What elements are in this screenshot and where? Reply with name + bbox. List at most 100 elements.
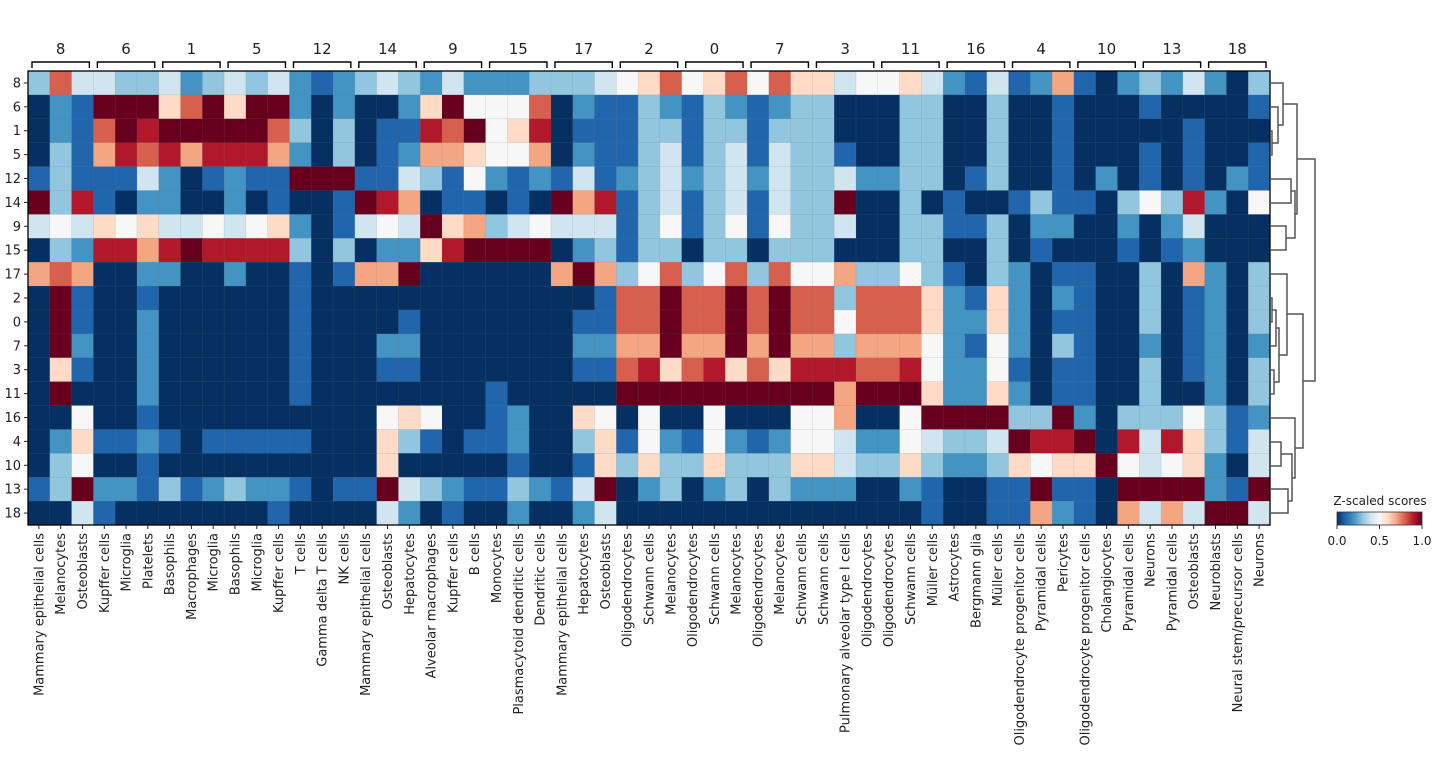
heatmap-cell — [942, 381, 966, 407]
heatmap-cell — [507, 261, 530, 287]
column-label: Osteoblasts — [599, 533, 614, 610]
heatmap-cell — [332, 261, 356, 287]
heatmap-cell — [594, 476, 617, 502]
heatmap-cell — [790, 285, 813, 311]
heatmap-cell — [1247, 214, 1271, 239]
heatmap-cell — [790, 476, 813, 502]
heatmap-cell — [136, 94, 160, 120]
heatmap-cell — [27, 309, 51, 335]
heatmap-cell — [703, 190, 726, 215]
heatmap-cell — [1182, 166, 1206, 192]
heatmap-cell — [49, 476, 73, 502]
column-label: Osteoblasts — [1187, 533, 1202, 610]
heatmap-cell — [877, 453, 901, 478]
heatmap-cell — [376, 142, 399, 168]
heatmap-cell — [899, 500, 922, 526]
heatmap-cell — [746, 453, 770, 478]
column-label: Schwann cells — [904, 533, 919, 625]
column-label: Cholangiocytes — [1100, 533, 1115, 633]
heatmap-cell — [441, 476, 465, 502]
heatmap-cell — [659, 453, 683, 478]
heatmap-cell — [637, 405, 661, 430]
heatmap-cell — [768, 261, 792, 287]
heatmap-cell — [659, 429, 683, 454]
heatmap-cell — [93, 94, 116, 120]
heatmap-cell — [637, 94, 661, 120]
heatmap-cell — [594, 166, 617, 192]
heatmap-cell — [964, 190, 988, 215]
heatmap-cell — [136, 381, 160, 407]
heatmap-cell — [528, 94, 552, 120]
column-label: Osteoblasts — [381, 533, 396, 610]
heatmap-cell — [463, 500, 487, 526]
heatmap-cell — [746, 309, 770, 335]
heatmap-cell — [398, 285, 421, 311]
heatmap-cell — [768, 476, 792, 502]
heatmap-cell — [223, 429, 247, 454]
group-bracket — [1142, 61, 1202, 68]
heatmap-cell — [1226, 94, 1249, 120]
heatmap-cell — [289, 261, 312, 287]
heatmap-cell — [332, 500, 356, 526]
heatmap-cell — [616, 357, 639, 383]
row-label: 10 — [4, 459, 21, 474]
heatmap-cell — [223, 381, 247, 407]
heatmap-cell — [768, 453, 792, 478]
heatmap-cell — [136, 453, 160, 478]
heatmap-cell — [768, 285, 792, 311]
heatmap-cell — [1160, 94, 1184, 120]
heatmap-cell — [93, 70, 116, 96]
heatmap-cell — [921, 476, 944, 502]
heatmap-cell — [507, 70, 530, 96]
heatmap-cell — [790, 118, 813, 144]
heatmap-cell — [528, 190, 552, 215]
heatmap-cell — [376, 214, 399, 239]
heatmap-cell — [594, 214, 617, 239]
heatmap-cell — [746, 429, 770, 454]
heatmap-cell — [289, 405, 312, 430]
heatmap-cell — [49, 166, 73, 192]
heatmap-cell — [71, 429, 94, 454]
heatmap-cell — [1117, 142, 1140, 168]
column-label: Neurons — [1253, 533, 1268, 587]
column-label: Macrophages — [185, 533, 200, 620]
heatmap-cell — [1030, 238, 1053, 263]
heatmap-cell — [768, 357, 792, 383]
heatmap-cell — [1117, 453, 1140, 478]
heatmap-cell — [1051, 405, 1075, 430]
heatmap-cell — [964, 261, 988, 287]
heatmap-cell — [725, 381, 748, 407]
heatmap-cell — [1008, 333, 1031, 359]
heatmap-cell — [681, 261, 705, 287]
heatmap-cell — [986, 70, 1010, 96]
heatmap-cell — [245, 476, 269, 502]
heatmap-cell — [180, 238, 203, 263]
heatmap-cell — [485, 190, 508, 215]
heatmap-cell — [1051, 453, 1075, 478]
heatmap-cell — [1182, 381, 1206, 407]
heatmap-cell — [27, 190, 51, 215]
heatmap-cell — [27, 500, 51, 526]
heatmap-cell — [289, 118, 312, 144]
heatmap-cell — [746, 166, 770, 192]
heatmap-cell — [703, 333, 726, 359]
heatmap-cell — [93, 381, 116, 407]
heatmap-cell — [332, 214, 356, 239]
heatmap-cell — [71, 94, 94, 120]
heatmap-cell — [419, 94, 443, 120]
heatmap-cell — [49, 261, 73, 287]
heatmap-cell — [899, 285, 922, 311]
heatmap-cell — [899, 166, 922, 192]
heatmap-cell — [441, 381, 465, 407]
heatmap-cell — [899, 261, 922, 287]
heatmap-cell — [594, 118, 617, 144]
heatmap-cell — [49, 405, 73, 430]
heatmap-cell — [986, 261, 1010, 287]
heatmap-cell — [245, 500, 269, 526]
heatmap-cell — [202, 118, 225, 144]
heatmap-cell — [616, 94, 639, 120]
heatmap-cell — [27, 453, 51, 478]
heatmap-cell — [114, 142, 138, 168]
heatmap-cell — [289, 309, 312, 335]
heatmap-cell — [398, 309, 421, 335]
